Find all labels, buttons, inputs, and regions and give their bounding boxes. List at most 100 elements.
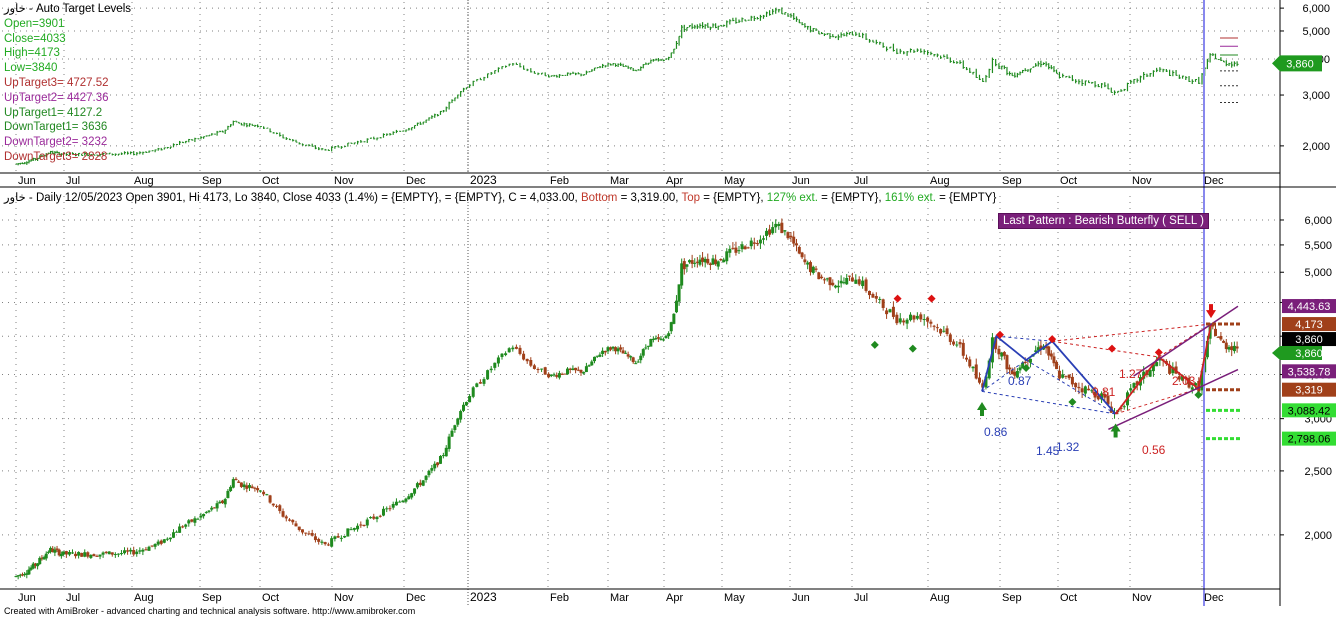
bar bbox=[812, 28, 815, 33]
candle-body bbox=[16, 575, 20, 577]
bar bbox=[978, 74, 981, 81]
candle-body bbox=[294, 523, 298, 527]
candle-body bbox=[147, 546, 151, 551]
candle bbox=[418, 479, 422, 487]
candle-body bbox=[624, 352, 628, 354]
candle bbox=[595, 355, 599, 359]
candle bbox=[407, 493, 411, 500]
price-label-text: 3,088.42 bbox=[1288, 405, 1331, 417]
candle bbox=[462, 402, 466, 413]
candle-body bbox=[672, 313, 676, 324]
bar bbox=[169, 146, 172, 149]
candle-body bbox=[424, 475, 428, 480]
bar bbox=[114, 153, 117, 156]
candle bbox=[23, 572, 27, 577]
candle bbox=[1047, 345, 1051, 360]
bar bbox=[635, 69, 638, 72]
bar bbox=[843, 33, 846, 37]
candle-body bbox=[758, 239, 762, 244]
candle-body bbox=[611, 346, 615, 349]
candle bbox=[184, 523, 188, 529]
candle-body bbox=[1222, 340, 1226, 343]
bar bbox=[694, 24, 697, 29]
candle-body bbox=[49, 547, 53, 553]
price-label-bg bbox=[1282, 332, 1336, 347]
candle bbox=[1008, 364, 1012, 375]
candle-body bbox=[500, 353, 504, 357]
candle bbox=[226, 489, 230, 499]
candle-body bbox=[661, 339, 665, 341]
candle-body bbox=[1090, 390, 1094, 392]
candle bbox=[540, 368, 544, 373]
candle-body bbox=[601, 350, 605, 354]
candle bbox=[716, 260, 720, 270]
candle bbox=[33, 562, 37, 569]
candle bbox=[320, 539, 324, 545]
bar bbox=[379, 137, 382, 139]
candle bbox=[912, 314, 916, 323]
bar bbox=[266, 127, 269, 129]
candle bbox=[621, 347, 625, 354]
candle-body bbox=[1015, 371, 1019, 378]
bar bbox=[65, 152, 68, 156]
bar bbox=[1062, 73, 1065, 78]
bar bbox=[759, 14, 762, 21]
bar bbox=[738, 19, 741, 23]
x-tick-label: Oct bbox=[1060, 592, 1077, 604]
candle bbox=[248, 483, 251, 492]
bar bbox=[744, 19, 747, 22]
candle bbox=[421, 480, 425, 487]
bar bbox=[172, 143, 175, 148]
candle-body bbox=[116, 553, 120, 555]
candle bbox=[1227, 345, 1231, 353]
bar bbox=[494, 70, 497, 74]
pivot-high-marker bbox=[893, 294, 902, 303]
bar bbox=[1194, 78, 1198, 82]
candle-body bbox=[621, 350, 625, 354]
candle-body bbox=[703, 258, 707, 263]
bar bbox=[1040, 60, 1043, 68]
x-tick-label: Jun bbox=[792, 592, 810, 604]
bar bbox=[324, 148, 327, 151]
bar bbox=[696, 24, 699, 29]
x-tick-label: Sep bbox=[202, 175, 222, 187]
candle-body bbox=[475, 383, 479, 387]
candle bbox=[18, 573, 22, 578]
candle bbox=[789, 232, 793, 243]
candle-body bbox=[320, 541, 324, 543]
candle bbox=[693, 258, 697, 268]
candle-body bbox=[593, 356, 596, 362]
candle-body bbox=[616, 348, 620, 352]
bar bbox=[612, 63, 615, 66]
candle bbox=[909, 312, 913, 322]
bar bbox=[550, 75, 553, 77]
candle-body bbox=[258, 490, 262, 492]
bar bbox=[318, 147, 321, 151]
candle bbox=[664, 334, 668, 339]
x-tick-label: Dec bbox=[406, 175, 426, 187]
candle bbox=[210, 505, 214, 512]
bar bbox=[232, 120, 235, 126]
bar bbox=[829, 33, 832, 39]
bar bbox=[275, 132, 279, 135]
candle bbox=[310, 529, 314, 537]
candle-body bbox=[1096, 395, 1100, 400]
candle-body bbox=[848, 275, 852, 277]
candle bbox=[275, 504, 279, 509]
bar bbox=[1175, 70, 1178, 76]
bar bbox=[1032, 66, 1035, 68]
candle bbox=[708, 262, 712, 271]
harmonic-ratio-label: 1.27 bbox=[1119, 367, 1143, 381]
harmonic-ratio-label: 0.81 bbox=[1092, 385, 1116, 399]
candle-body bbox=[138, 550, 142, 552]
candle bbox=[593, 356, 596, 364]
candle bbox=[343, 535, 347, 539]
candle bbox=[288, 518, 292, 522]
x-tick-label: Aug bbox=[930, 175, 950, 187]
candle bbox=[237, 479, 241, 483]
candle bbox=[929, 319, 933, 328]
candle-body bbox=[42, 557, 46, 560]
candle-body bbox=[459, 411, 463, 420]
bar bbox=[1222, 60, 1226, 63]
